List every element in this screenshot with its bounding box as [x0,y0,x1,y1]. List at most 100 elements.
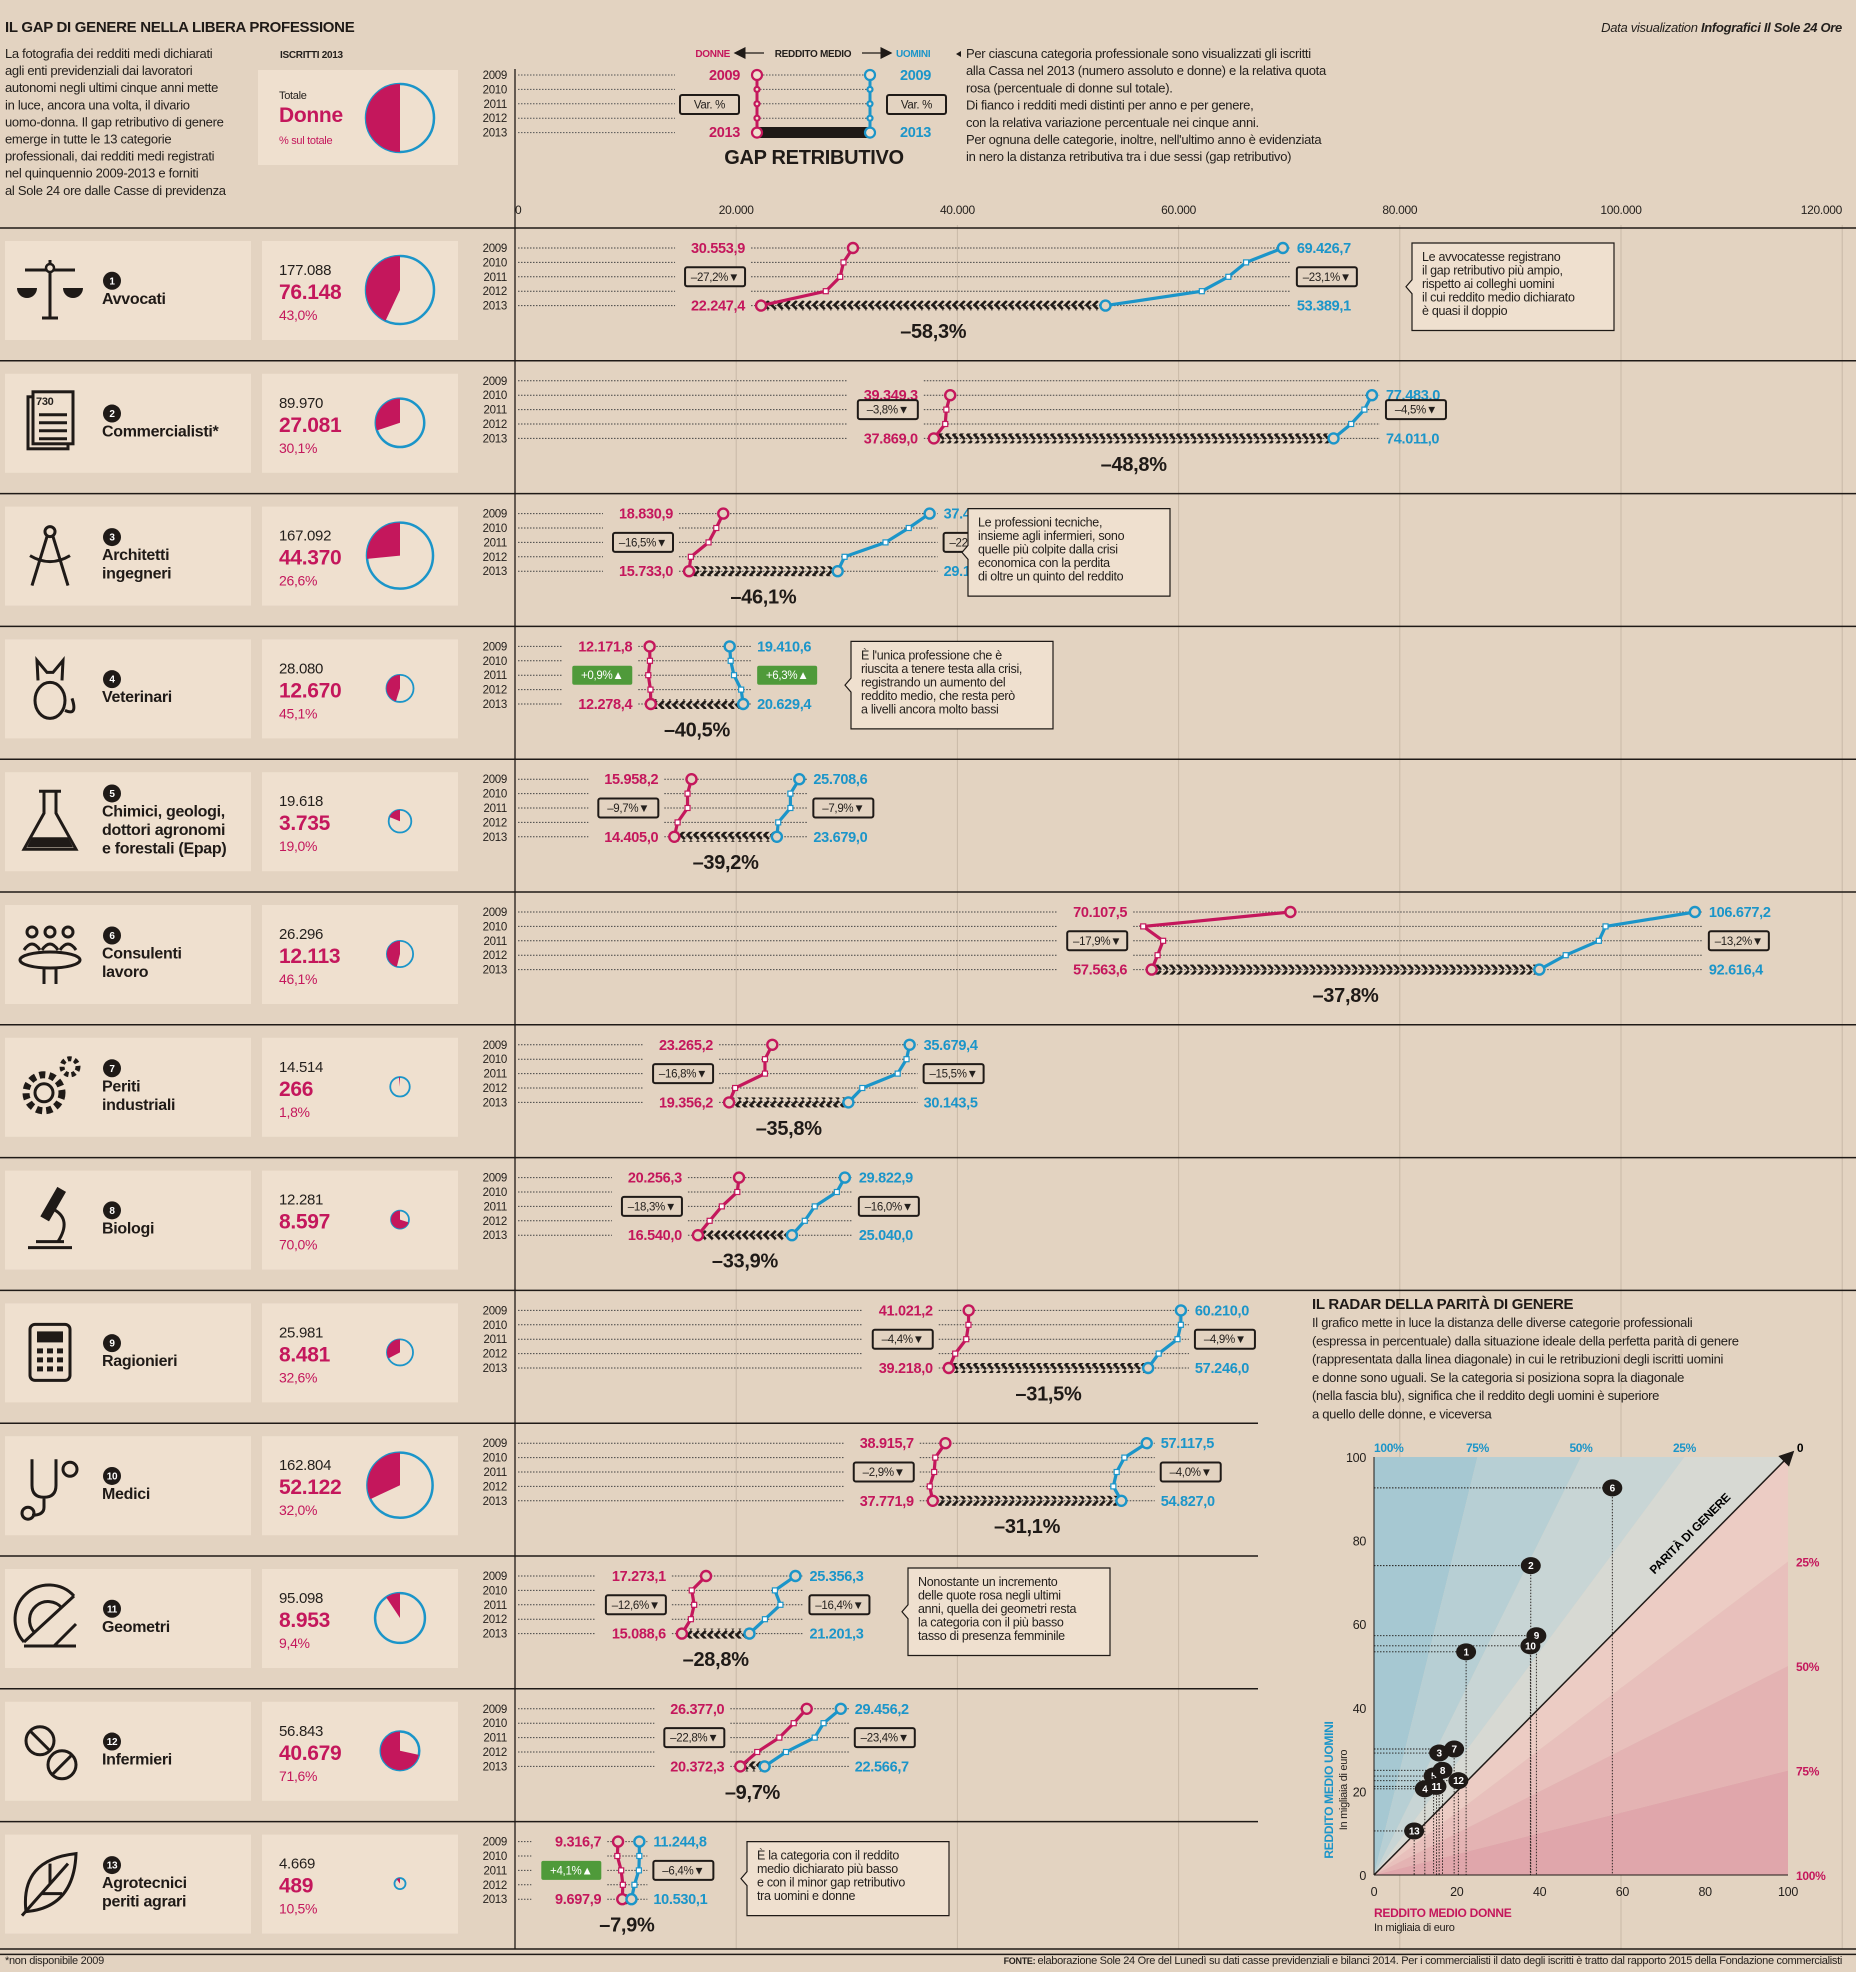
uomini-point-2012 [761,1616,769,1623]
callout-line: delle quote rosa negli ultimi [918,1589,1061,1603]
year-label: 2011 [483,1600,507,1612]
donne-value-first: 9.316,7 [555,1835,602,1851]
radar-x-tick: 0 [1371,1885,1378,1899]
year-label: 2009 [483,1704,507,1716]
donne-point-2009 [699,1569,713,1583]
uomini-variation: –16,0%▼ [865,1201,913,1213]
category-row: 8 Biologi 12.281 8.597 70,0% 2009 2010 2011 2012… [0,1170,1856,1292]
donne-variation: –3,8%▼ [867,405,909,417]
uomini-point-2010 [905,524,912,532]
donne-point-2012 [1154,952,1161,959]
uomini-variation-box [652,1859,715,1881]
pill-1 [24,1725,56,1757]
gap-percentage: –39,2% [693,852,760,874]
number-badge [103,1856,121,1875]
donne-value-first: 17.273,1 [612,1569,666,1585]
radar-intro-line: (espressa in percentuale) dalla situazio… [1312,1333,1739,1348]
donne-value-first: 12.171,8 [578,639,632,655]
donne-point-2012 [674,819,681,826]
iscritti-donne: 8.597 [279,1211,330,1234]
uomini-value-2013: 92.616,4 [1709,963,1763,979]
year-label: 2010 [483,656,507,668]
uomini-point-2010 [1177,1321,1184,1328]
gap-bar [740,1761,765,1772]
donne-point-2011 [1160,937,1167,944]
category-name: Consulenti [102,946,182,963]
flask-liquid [27,837,73,848]
category-row: 12 Infermieri 56.843 40.679 71,6% 2009 2010 201… [0,1701,1258,1823]
pie-donne-wedge [366,84,400,152]
year-label: 2012 [483,1349,507,1361]
callout-box [961,508,1171,597]
iscritti-total: 19.618 [279,793,323,810]
year-label: 2011 [483,1865,507,1877]
iscritti-label: ISCRITTI 2013 [280,50,344,61]
donne-point-2013 [942,1361,955,1375]
category-name: Avvocati [102,291,166,308]
key-donne-2013: 2013 [709,125,740,141]
iscritti-total: 177.088 [279,262,331,279]
radar-top-label: 75% [1466,1441,1490,1455]
uomini-point-2012 [801,1217,808,1224]
calculator-key [47,1357,53,1363]
radar-band [1374,1770,1788,1875]
category-name-panel [5,1170,251,1270]
iscritti-panel [262,1170,458,1270]
donne-point-2009 [800,1702,813,1716]
person-body [22,942,42,951]
key-year: 2013 [483,128,507,140]
radar-point-label: 11 [1431,1782,1442,1793]
uomini-point-2009 [1174,1304,1188,1317]
year-label: 2011 [483,1334,507,1346]
gap-bar [674,831,777,842]
key-var-uomini: Var. % [901,100,932,112]
key-point [750,68,764,82]
year-label: 2013 [483,965,507,977]
key-uomini-2009: 2009 [900,68,931,84]
cat-tail [64,697,76,714]
donne-value-first: 38.915,7 [860,1436,914,1452]
radar-point-label: 6 [1610,1483,1616,1494]
parity-diagonal [1373,1450,1795,1876]
quota-rosa: 70,0% [279,1237,317,1253]
year-label: 2012 [483,685,507,697]
pointer-left-icon [956,51,961,57]
protractor-shape [13,1583,76,1644]
donne-point-2011 [718,1203,725,1210]
category-row: 9 Ragionieri 25.981 8.481 32,6% 2009 2010 2011 2… [0,1303,1258,1424]
x-tick-label: 120.000 [1801,203,1843,217]
number-badge [103,670,121,689]
uomini-point-2009 [633,1835,646,1848]
donne-point-2011 [618,1867,625,1874]
quota-rosa: 45,1% [279,705,317,721]
callout-line: reddito medio, che resta però [861,689,1015,703]
uomini-value-first: 60.210,0 [1195,1303,1249,1319]
number-badge [103,528,121,547]
donne-point-2013 [926,1494,939,1508]
pie-donne-wedge [386,1593,400,1618]
intro-line: agli enti previdenziali dai lavoratori [5,63,193,78]
uomini-variation-box [922,1063,985,1085]
people-icon [18,925,82,984]
table-leg [42,968,58,984]
gap-bar [689,566,838,577]
category-row: 730 2 Commercialisti* 89.970 27.081 30,1% 2009… [0,373,1856,495]
gap-percentage: –9,7% [725,1782,781,1804]
callout-line: economica con la perdita [978,556,1110,570]
year-label: 2009 [483,907,507,919]
iscritti-donne: 3.735 [279,812,331,835]
uomini-value-2013: 74.011,0 [1386,431,1439,447]
number-badge [103,784,121,803]
year-label: 2013 [483,1894,507,1906]
calculator-key [57,1348,63,1354]
uomini-point-2009 [923,507,936,520]
radar-point [1520,1637,1541,1655]
callout-line: riuscita a tenere testa alla crisi, [861,662,1022,676]
year-label: 2013 [483,699,507,711]
uomini-point-2013 [1099,299,1112,312]
callout-line: È l'unica professione che è [861,647,1002,662]
radar-right-label: 50% [1796,1660,1820,1674]
year-label: 2010 [483,1320,507,1332]
donne-variation: –12,6%▼ [612,1600,660,1612]
donne-value-2013: 20.372,3 [670,1759,724,1775]
